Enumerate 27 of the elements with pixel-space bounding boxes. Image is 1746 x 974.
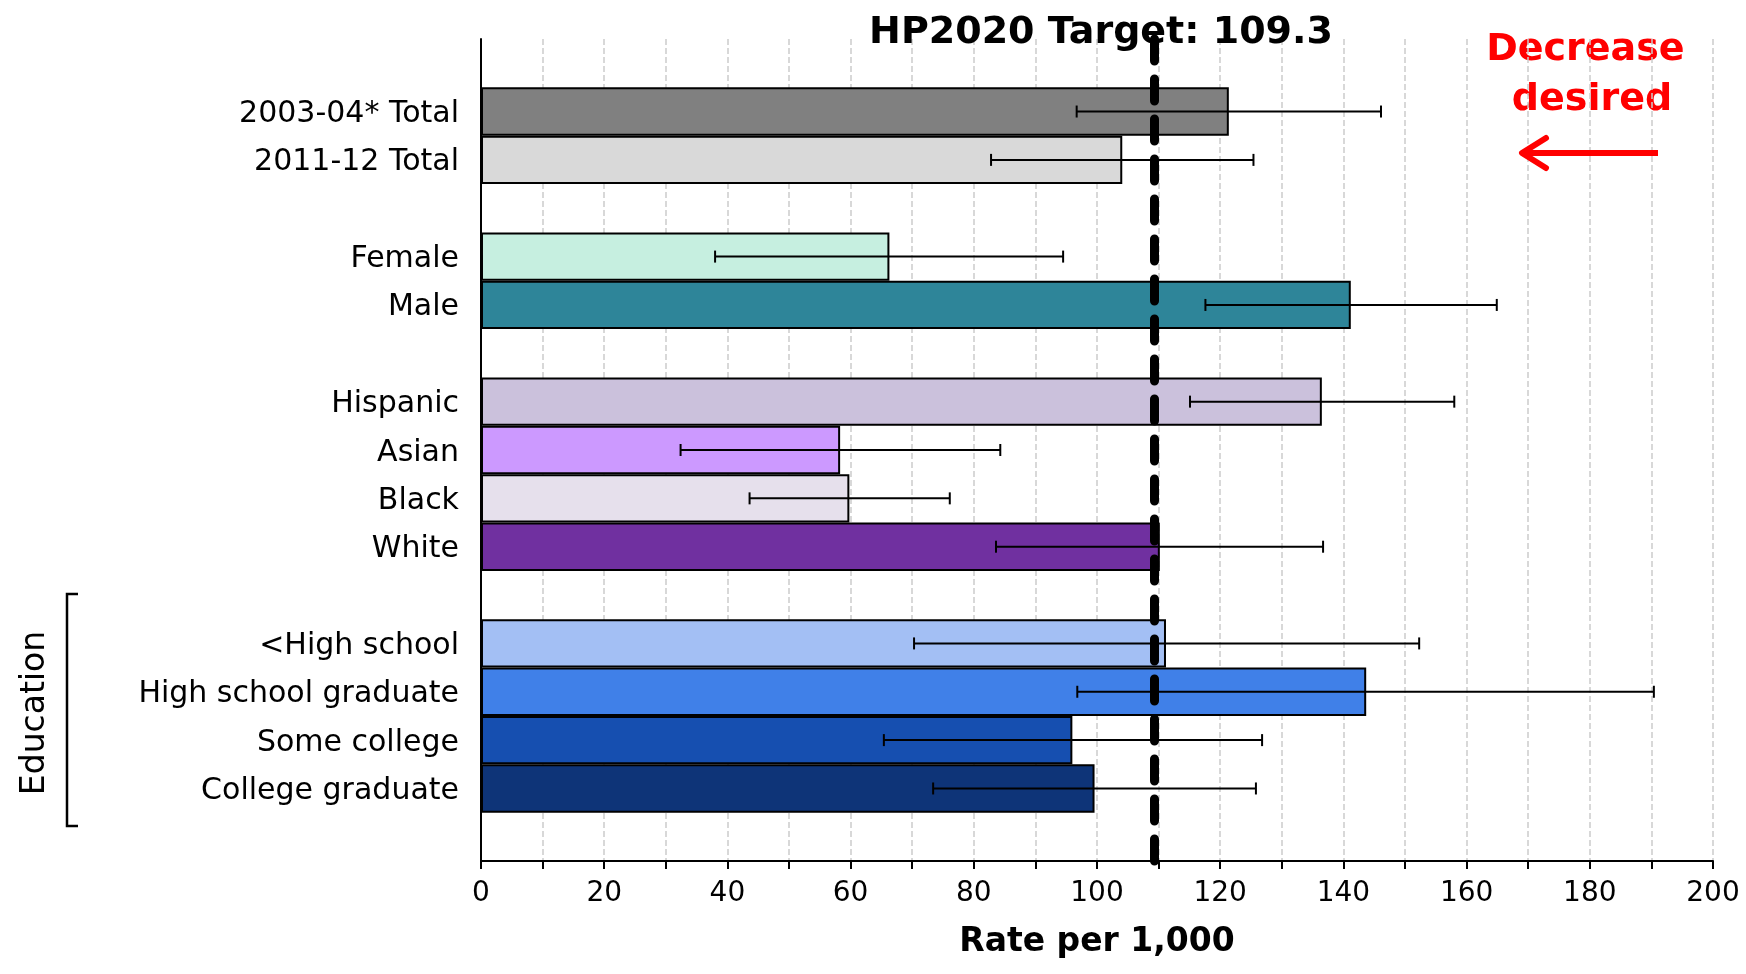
y-tick-label: Female: [350, 239, 459, 275]
x-tick-label: 80: [955, 874, 992, 908]
y-tick-label: White: [371, 529, 459, 565]
x-tick-label: 160: [1439, 874, 1494, 908]
annotation: Decrease desired: [1486, 25, 1698, 119]
y-tick-label: Asian: [377, 432, 459, 468]
text: Education: [12, 630, 52, 796]
y-tick-label: Black: [377, 480, 460, 516]
y-tick-label: <High school: [259, 625, 459, 661]
y-tick-label: Hispanic: [331, 384, 459, 420]
x-tick-label: 180: [1563, 874, 1617, 908]
y-tick-label: Some college: [256, 722, 459, 758]
x-tick-label: 60: [832, 874, 869, 908]
y-tick-label: Male: [387, 287, 459, 323]
x-axis-title: Rate per 1,000: [959, 920, 1235, 959]
x-tick-label: 200: [1686, 874, 1740, 908]
chart-title: HP2020 Target: 109.3: [869, 8, 1333, 52]
x-tick-label: 0: [472, 874, 490, 908]
x-tick-label: 40: [709, 874, 746, 908]
x-tick-label: 120: [1193, 874, 1247, 908]
y-tick-label: High school graduate: [138, 674, 459, 710]
y-tick-label: College graduate: [201, 770, 459, 806]
x-tick-label: 140: [1316, 874, 1371, 908]
x-tick-label: 100: [1070, 874, 1124, 908]
y-tick-label: 2011-12 Total: [254, 142, 459, 178]
y-tick-label: 2003-04* Total: [239, 94, 459, 130]
x-tick-label: 20: [586, 874, 623, 908]
